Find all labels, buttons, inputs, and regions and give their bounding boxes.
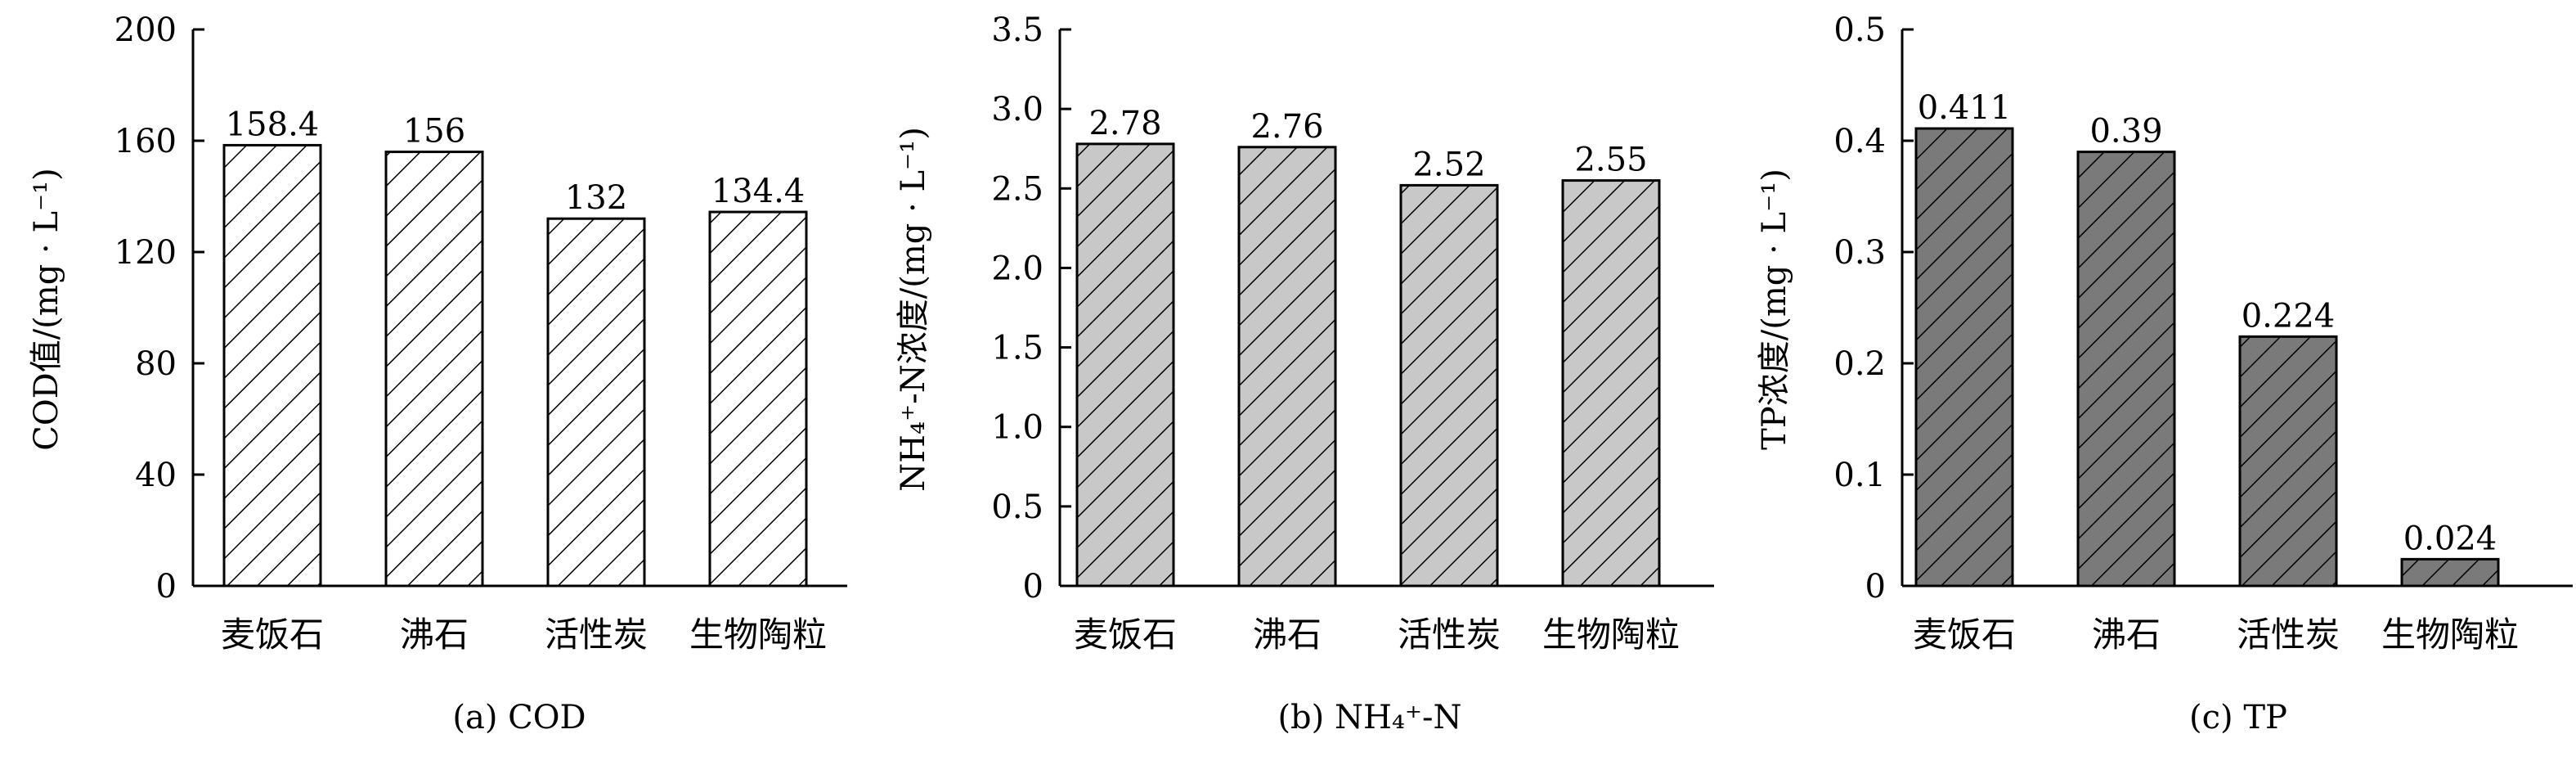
panel-c-ylabel: TP浓度/(mg · L⁻¹) [1756, 169, 1793, 450]
panel-c-data-label: 0.39 [2089, 113, 2162, 151]
panel-c-category-label: 生物陶粒 [2381, 615, 2519, 655]
panel-a-y-tick-label: 120 [114, 234, 177, 272]
panel-a-bar [546, 217, 646, 588]
panel-a-y-tick-label: 0 [156, 568, 177, 606]
panel-b-y-tick-label: 3.0 [991, 91, 1043, 128]
panel-b-category-label: 活性炭 [1398, 615, 1501, 655]
panel-a-y-tick-label: 160 [114, 123, 177, 160]
panel-c: TP浓度/(mg · L⁻¹) (c) TP 0 0.1 0.2 0.3 0.4 0.5 0… [1756, 11, 2573, 736]
panel-a-category-label: 生物陶粒 [689, 615, 827, 655]
panel-a-data-label: 134.4 [711, 173, 806, 210]
panel-b-caption: (b) NH₄⁺-N [1277, 699, 1461, 736]
panel-c-category-label: 沸石 [2092, 615, 2161, 655]
panel-c-category-label: 麦饭石 [1913, 615, 2016, 655]
panel-a-caption: (a) COD [452, 699, 586, 736]
panel-a-bar [222, 143, 322, 588]
panel-b-y-tick-label: 1.0 [991, 409, 1043, 447]
panel-a-data-label: 132 [565, 179, 627, 217]
panel-b-category-label: 麦饭石 [1074, 615, 1177, 655]
panel-b-y-tick-label: 2.0 [991, 250, 1043, 287]
panel-c-data-label: 0.411 [1918, 89, 2012, 127]
panel-c-y-tick-label: 0.2 [1833, 345, 1886, 383]
panel-c-bar [2076, 151, 2176, 588]
panel-a-y-tick-label: 40 [135, 457, 177, 494]
panel-c-y-tick-label: 0.1 [1833, 457, 1886, 494]
panel-b-y-tick-label: 0.5 [991, 489, 1043, 526]
panel-a-data-label: 158.4 [226, 106, 320, 143]
panel-a-data-label: 156 [403, 113, 465, 151]
panel-a: COD值/(mg · L⁻¹) (a) COD 0 40 80 120 160 200 15… [28, 11, 847, 736]
panel-b-category-label: 生物陶粒 [1542, 615, 1680, 655]
panel-b-y-tick-label: 2.5 [991, 170, 1043, 208]
panel-b-bar [1237, 146, 1337, 588]
panel-c-bar [2238, 335, 2338, 588]
panel-b-data-label: 2.55 [1574, 142, 1647, 179]
panel-b-bar [1075, 142, 1175, 588]
panel-a-category-label: 沸石 [400, 615, 469, 655]
panel-c-y-tick-label: 0 [1865, 568, 1886, 606]
panel-c-data-label: 0.224 [2242, 297, 2336, 335]
panel-a-y-tick-label: 80 [135, 345, 177, 383]
panel-b-ylabel: NH₄⁺-N浓度/(mg · L⁻¹) [895, 127, 932, 492]
panel-b-data-label: 2.52 [1412, 146, 1485, 183]
panel-a-ylabel: COD值/(mg · L⁻¹) [28, 168, 65, 451]
panel-b-y-tick-label: 0 [1023, 568, 1043, 606]
panel-c-data-label: 0.024 [2403, 520, 2497, 557]
panel-a-bar [384, 151, 484, 588]
panel-c-bar [2400, 557, 2500, 588]
panel-b-bar [1561, 179, 1661, 588]
panel-a-y-tick-label: 200 [114, 11, 177, 49]
panel-c-y-tick-label: 0.5 [1833, 11, 1886, 49]
panel-b-category-label: 沸石 [1253, 615, 1322, 655]
panel-c-y-tick-label: 0.3 [1833, 234, 1886, 272]
panel-a-category-label: 麦饭石 [221, 615, 324, 655]
panel-a-bar [708, 210, 808, 588]
panel-b-y-tick-label: 3.5 [991, 11, 1043, 49]
panel-c-bar [1914, 127, 2014, 588]
panel-b-data-label: 2.78 [1088, 105, 1161, 142]
panel-b-y-tick-label: 1.5 [991, 330, 1043, 367]
panel-c-caption: (c) TP [2189, 699, 2287, 736]
panel-a-category-label: 活性炭 [545, 615, 648, 655]
panel-b: NH₄⁺-N浓度/(mg · L⁻¹) (b) NH₄⁺-N 0 0.5 1.0 1.… [895, 11, 1714, 736]
panel-b-bar [1399, 183, 1499, 588]
panel-c-category-label: 活性炭 [2237, 615, 2340, 655]
panel-c-y-tick-label: 0.4 [1833, 123, 1886, 160]
panel-b-data-label: 2.76 [1250, 108, 1323, 146]
